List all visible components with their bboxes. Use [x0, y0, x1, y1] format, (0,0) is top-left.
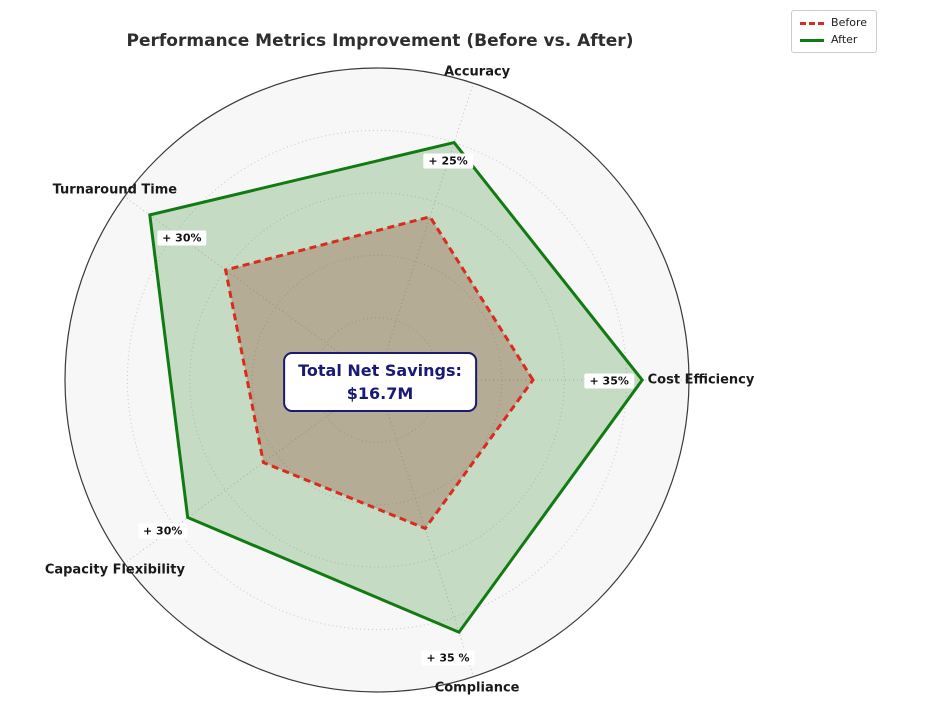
- before-line-sample-icon: [800, 21, 825, 25]
- total-net-savings-callout: Total Net Savings: $16.7M: [283, 352, 477, 412]
- legend-label-before: Before: [831, 16, 867, 29]
- axis-label-accuracy: Accuracy: [444, 64, 511, 80]
- improvement-annotation-compliance: + 35 %: [421, 650, 475, 666]
- legend: Before After: [791, 10, 877, 53]
- after-line-sample-icon: [800, 38, 825, 42]
- axis-label-compliance: Compliance: [434, 680, 520, 696]
- improvement-annotation-capacity-flexibility: + 30%: [137, 523, 188, 539]
- chart-title: Performance Metrics Improvement (Before …: [126, 31, 634, 51]
- legend-label-after: After: [831, 33, 858, 46]
- axis-spoke-2: [124, 196, 378, 381]
- legend-entry-before: Before: [800, 17, 867, 29]
- legend-entry-after: After: [800, 34, 867, 46]
- grid-ring-60: [189, 192, 565, 568]
- improvement-annotation-turnaround-time: + 30%: [157, 230, 207, 246]
- axis-label-cost-efficiency: Cost Efficiency: [647, 372, 755, 388]
- axis-label-capacity-flexibility: Capacity Flexibility: [44, 562, 185, 578]
- improvement-annotation-cost-efficiency: + 35%: [584, 373, 634, 389]
- total-net-savings-value: $16.7M: [346, 384, 414, 403]
- improvement-annotation-accuracy: + 25%: [423, 153, 473, 169]
- axis-label-turnaround-time: Turnaround Time: [52, 182, 178, 198]
- total-net-savings-label: Total Net Savings:: [298, 361, 462, 380]
